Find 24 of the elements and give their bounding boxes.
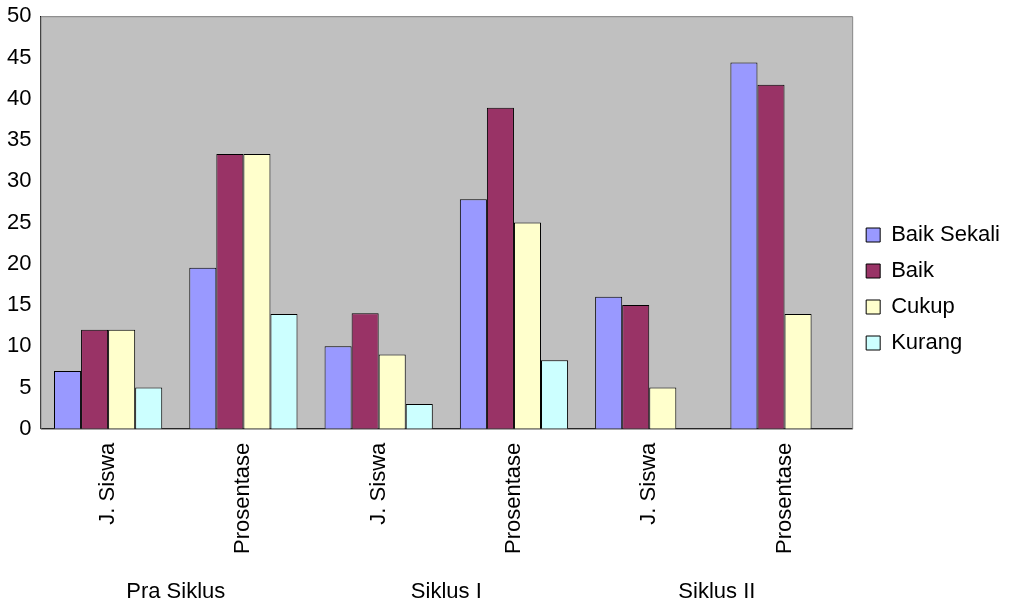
- y-tick-label: 30: [6, 167, 32, 193]
- y-tick-label: 20: [6, 249, 32, 275]
- legend-label: Cukup: [891, 293, 955, 319]
- y-tick-label: 35: [6, 126, 32, 152]
- y-tick-label: 5: [19, 373, 32, 399]
- text: Pra Siklus: [126, 578, 226, 604]
- y-tick-label: 45: [6, 43, 32, 69]
- text: Siklus II: [678, 578, 756, 604]
- y-tick-label: 0: [19, 414, 32, 440]
- y-tick-label: 25: [6, 208, 32, 234]
- x-tick-label: J. Siswa: [635, 441, 661, 525]
- y-tick-label: 15: [6, 291, 32, 317]
- legend-label: Baik Sekali: [891, 221, 1001, 247]
- y-tick-label: 40: [6, 84, 32, 110]
- legend-label: Kurang: [891, 329, 963, 355]
- x-tick-label: J. Siswa: [94, 441, 120, 525]
- y-tick-label: 50: [6, 2, 32, 28]
- x-tick-label: Prosentase: [770, 442, 796, 555]
- y-tick-label: 10: [6, 332, 32, 358]
- text: Siklus I: [410, 578, 482, 604]
- x-tick-label: J. Siswa: [364, 441, 390, 525]
- legend-label: Baik: [891, 257, 935, 283]
- x-tick-label: Prosentase: [500, 442, 526, 555]
- x-tick-label: Prosentase: [229, 442, 255, 555]
